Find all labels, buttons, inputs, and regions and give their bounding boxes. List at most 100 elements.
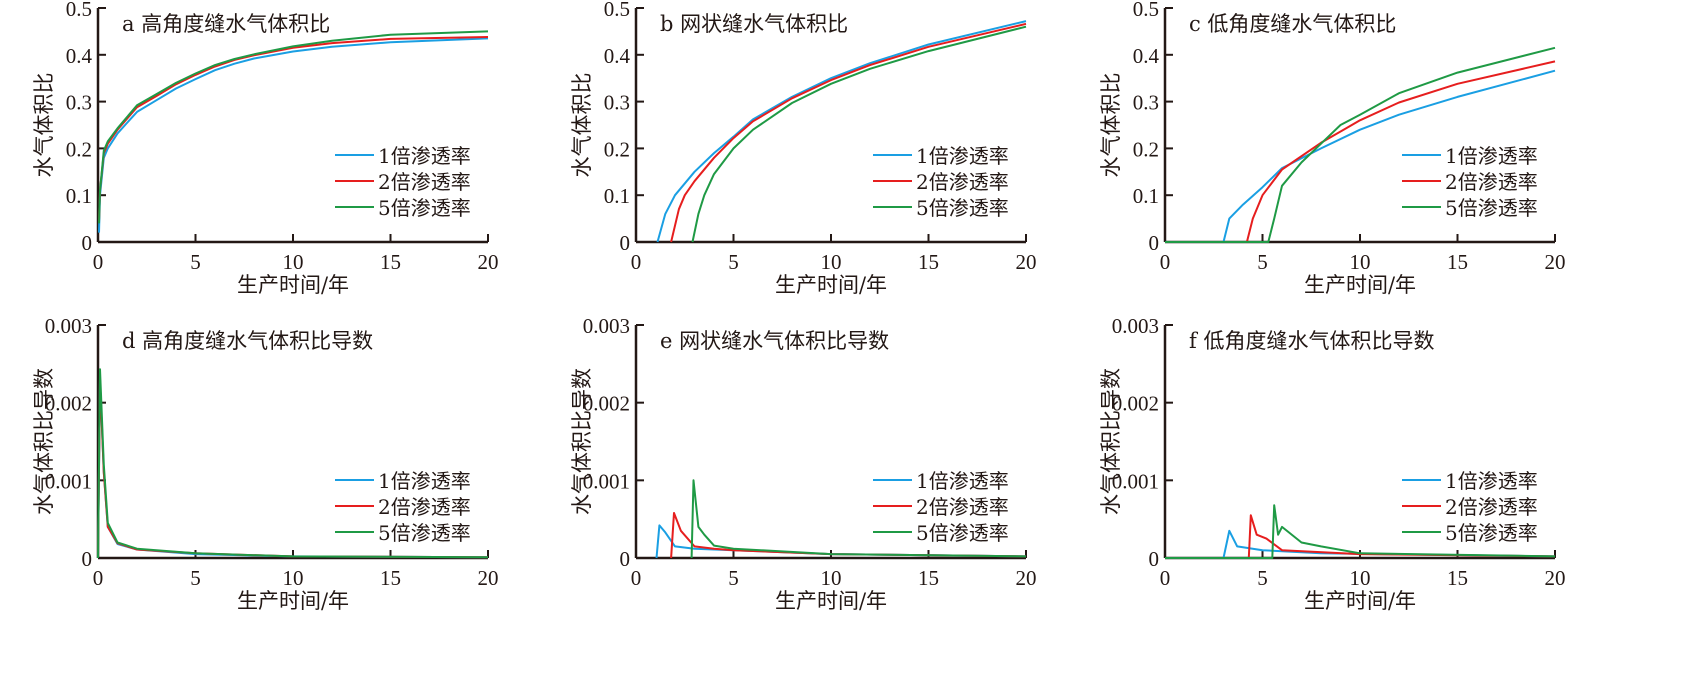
series-line-2 [1165, 60, 1556, 243]
x-tick-label: 20 [1016, 566, 1037, 590]
x-tick-label: 10 [821, 566, 842, 590]
x-tick-label: 5 [1257, 250, 1268, 274]
x-tick-label: 0 [631, 566, 642, 590]
x-tick-label: 20 [1016, 250, 1037, 274]
x-tick-label: 0 [1160, 566, 1171, 590]
y-tick-label: 0.5 [66, 0, 92, 21]
panel-title: e 网状缝水气体积比导数 [660, 329, 889, 353]
y-tick-label: 0.3 [66, 91, 92, 115]
series-line-1 [1165, 69, 1556, 243]
x-tick-label: 10 [1350, 250, 1371, 274]
series-line-2 [670, 22, 1027, 243]
panel-title: c 低角度缝水气体积比 [1189, 12, 1396, 36]
y-tick-label: 0.1 [604, 184, 630, 208]
x-tick-label: 15 [918, 250, 939, 274]
y-tick-label: 0.003 [583, 314, 630, 338]
y-tick-label: 0.002 [45, 392, 92, 416]
panel-a: 0 5 10 15 20 0 0.1 0.2 0.3 0.4 0.5 a 高角度缝水气体积比生产时间/… [32, 0, 499, 297]
panel-b: 0 5 10 15 20 0 0.1 0.2 0.3 0.4 0.5 b 网状缝水气体积比生产时间/年… [570, 0, 1037, 297]
x-axis-label: 生产时间/年 [237, 589, 349, 613]
legend-label: 2倍渗透率 [916, 170, 1009, 194]
legend-label: 2倍渗透率 [378, 170, 471, 194]
x-tick-label: 10 [821, 250, 842, 274]
x-tick-label: 20 [1545, 566, 1566, 590]
legend-label: 1倍渗透率 [1445, 144, 1538, 168]
y-axis-label: 水气体积比 [1099, 73, 1123, 178]
y-tick-label: 0.2 [1133, 137, 1159, 161]
series-line-3 [1165, 504, 1556, 559]
legend-label: 1倍渗透率 [916, 469, 1009, 493]
series-line-3 [691, 25, 1027, 243]
legend-label: 1倍渗透率 [378, 469, 471, 493]
x-tick-label: 5 [190, 566, 201, 590]
legend-label: 2倍渗透率 [378, 495, 471, 519]
legend-label: 2倍渗透率 [916, 495, 1009, 519]
y-axis-label: 水气体积比导数 [32, 368, 56, 515]
y-tick-label: 0.2 [604, 137, 630, 161]
y-tick-label: 0 [620, 547, 631, 571]
legend-label: 1倍渗透率 [1445, 469, 1538, 493]
panel-d: 0 5 10 15 20 0 0.001 0.002 0.003 d 高角度缝水气体积比导数生产时… [32, 314, 499, 613]
x-tick-label: 10 [283, 566, 304, 590]
x-tick-label: 0 [93, 566, 104, 590]
series-line-3 [97, 368, 489, 559]
legend-label: 5倍渗透率 [916, 521, 1009, 545]
y-axis-label: 水气体积比 [32, 73, 56, 178]
x-tick-label: 5 [1257, 566, 1268, 590]
x-tick-label: 20 [478, 250, 499, 274]
y-tick-label: 0.003 [45, 314, 92, 338]
legend-label: 2倍渗透率 [1445, 170, 1538, 194]
y-tick-label: 0.2 [66, 137, 92, 161]
legend-label: 5倍渗透率 [916, 196, 1009, 220]
y-tick-label: 0.3 [1133, 91, 1159, 115]
y-tick-label: 0.1 [1133, 184, 1159, 208]
x-tick-label: 20 [1545, 250, 1566, 274]
y-tick-label: 0.003 [1112, 314, 1159, 338]
y-tick-label: 0.5 [1133, 0, 1159, 21]
y-tick-label: 0.001 [1112, 469, 1159, 493]
x-tick-label: 5 [728, 250, 739, 274]
panel-title: b 网状缝水气体积比 [660, 12, 848, 36]
panel-f: 0 5 10 15 20 0 0.001 0.002 0.003 f 低角度缝水气体积比导数生产时… [1099, 314, 1566, 613]
x-axis-label: 生产时间/年 [775, 273, 887, 297]
y-tick-label: 0 [1149, 231, 1160, 255]
legend-label: 5倍渗透率 [1445, 196, 1538, 220]
legend-label: 5倍渗透率 [378, 521, 471, 545]
y-tick-label: 0.4 [604, 44, 631, 68]
y-tick-label: 0.4 [1133, 44, 1160, 68]
y-tick-label: 0.001 [583, 469, 630, 493]
panel-e: 0 5 10 15 20 0 0.001 0.002 0.003 e 网状缝水气体积比导数生产时间… [570, 314, 1037, 613]
y-tick-label: 0 [82, 231, 93, 255]
series-line-2 [1165, 514, 1556, 559]
y-tick-label: 0 [620, 231, 631, 255]
panel-c: 0 5 10 15 20 0 0.1 0.2 0.3 0.4 0.5 c 低角度缝水气体积比生产时间/… [1099, 0, 1566, 297]
legend-label: 5倍渗透率 [1445, 521, 1538, 545]
x-axis-label: 生产时间/年 [775, 589, 887, 613]
y-tick-label: 0.002 [583, 392, 630, 416]
y-tick-label: 0.1 [66, 184, 92, 208]
series-line-3 [98, 30, 489, 224]
x-tick-label: 15 [380, 250, 401, 274]
y-tick-label: 0.5 [604, 0, 630, 21]
y-axis-label: 水气体积比导数 [1099, 368, 1123, 515]
panel-title: f 低角度缝水气体积比导数 [1189, 329, 1434, 353]
series-line-3 [1165, 46, 1556, 243]
x-tick-label: 5 [190, 250, 201, 274]
series-line-3 [690, 479, 1027, 559]
x-axis-label: 生产时间/年 [1304, 273, 1416, 297]
y-tick-label: 0.001 [45, 469, 92, 493]
legend-label: 1倍渗透率 [378, 144, 471, 168]
y-axis-label: 水气体积比导数 [570, 368, 594, 515]
panel-title: a 高角度缝水气体积比 [122, 12, 330, 36]
x-tick-label: 10 [1350, 566, 1371, 590]
y-tick-label: 0 [1149, 547, 1160, 571]
legend-label: 1倍渗透率 [916, 144, 1009, 168]
y-axis-label: 水气体积比 [570, 73, 594, 178]
x-tick-label: 15 [918, 566, 939, 590]
y-tick-label: 0.002 [1112, 392, 1159, 416]
y-tick-label: 0 [82, 547, 93, 571]
x-tick-label: 15 [1447, 566, 1468, 590]
legend-label: 5倍渗透率 [378, 196, 471, 220]
x-tick-label: 15 [1447, 250, 1468, 274]
